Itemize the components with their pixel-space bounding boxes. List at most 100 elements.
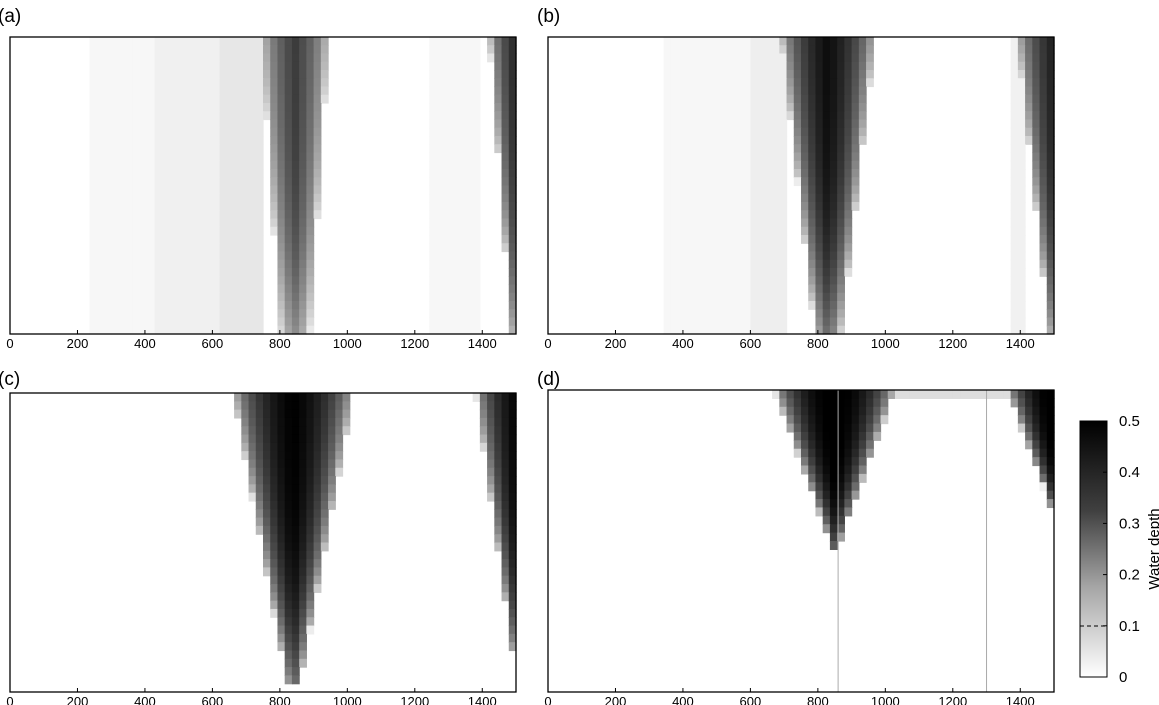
heatmap-cell: [494, 442, 503, 452]
heatmap-cell: [829, 235, 838, 244]
heatmap-cell: [299, 476, 307, 485]
heatmap-cell: [721, 136, 730, 145]
heatmap-cell: [320, 61, 329, 71]
heatmap-cell: [219, 251, 228, 261]
heatmap-cell: [313, 476, 322, 485]
heatmap-cell: [197, 235, 206, 244]
heatmap-cell: [808, 78, 817, 88]
heatmap-cell: [169, 53, 177, 63]
heatmap-cell: [183, 119, 192, 129]
heatmap-cell: [284, 317, 293, 327]
heatmap-cell: [234, 202, 242, 211]
heatmap-cell: [234, 177, 242, 187]
heatmap-cell: [1032, 398, 1041, 408]
heatmap-cell: [248, 426, 257, 436]
heatmap-cell: [458, 70, 466, 79]
heatmap-cell: [284, 259, 293, 269]
heatmap-cell: [299, 111, 307, 121]
heatmap-cell: [183, 301, 192, 310]
heatmap-cell: [284, 185, 293, 195]
heatmap-cell: [678, 259, 686, 269]
heatmap-cell: [851, 465, 860, 475]
heatmap-cell: [757, 111, 766, 121]
heatmap-cell: [685, 251, 694, 261]
heatmap-cell: [443, 78, 452, 88]
heatmap-cell: [111, 94, 120, 104]
heatmap-cell: [255, 78, 264, 88]
heatmap-cell: [487, 434, 495, 444]
heatmap-cell: [226, 226, 235, 236]
heatmap-cell: [147, 169, 156, 178]
heatmap-cell: [89, 317, 98, 327]
heatmap-cell: [306, 218, 315, 228]
heatmap-cell: [851, 111, 860, 121]
heatmap-cell: [721, 45, 730, 55]
heatmap-cell: [140, 119, 148, 129]
heatmap-cell: [844, 423, 853, 433]
heatmap-cell: [241, 53, 250, 63]
heatmap-cell: [663, 37, 672, 46]
heatmap-cell: [118, 94, 127, 104]
heatmap-cell: [472, 86, 481, 96]
heatmap-cell: [458, 268, 466, 277]
heatmap-cell: [226, 218, 235, 228]
heatmap-cell: [436, 268, 445, 277]
heatmap-cell: [721, 144, 730, 154]
heatmap-cell: [125, 268, 134, 277]
heatmap-cell: [205, 53, 213, 63]
heatmap-cell: [103, 61, 112, 71]
heatmap-cell: [1025, 94, 1033, 104]
heatmap-cell: [161, 251, 170, 261]
heatmap-cell: [284, 500, 293, 510]
heatmap-cell: [772, 136, 780, 145]
heatmap-cell: [508, 476, 517, 485]
heatmap-cell: [450, 160, 459, 170]
heatmap-cell: [757, 119, 766, 129]
heatmap-cell: [443, 86, 452, 96]
heatmap-cell: [801, 415, 809, 425]
heatmap-cell: [197, 268, 206, 277]
heatmap-cell: [508, 608, 517, 618]
heatmap-cell: [429, 152, 438, 162]
heatmap-cell: [205, 152, 213, 162]
heatmap-cell: [670, 202, 679, 211]
heatmap-cell: [815, 448, 824, 458]
heatmap-cell: [96, 325, 105, 335]
heatmap-cell: [219, 317, 228, 327]
heatmap-cell: [728, 284, 737, 294]
heatmap-cell: [829, 259, 838, 269]
heatmap-cell: [663, 235, 672, 244]
heatmap-cell: [270, 401, 279, 411]
heatmap-cell: [772, 202, 780, 211]
colorbar-tick-label: 0.1: [1119, 618, 1140, 635]
heatmap-cell: [837, 406, 845, 416]
heatmap-cell: [967, 390, 976, 399]
heatmap-cell: [197, 259, 206, 269]
heatmap-cell: [873, 390, 882, 399]
heatmap-cell: [103, 284, 112, 294]
heatmap-cell: [111, 235, 120, 244]
heatmap-cell: [1039, 457, 1048, 467]
heatmap-cell: [255, 492, 264, 502]
heatmap-cell: [176, 119, 185, 129]
heatmap-cell: [306, 451, 315, 461]
heatmap-cell: [443, 292, 452, 302]
heatmap-cell: [501, 476, 510, 485]
heatmap-cell: [670, 292, 679, 302]
heatmap-cell: [277, 53, 286, 63]
heatmap-cell: [508, 559, 517, 569]
heatmap-cell: [270, 393, 279, 402]
heatmap-cell: [1039, 268, 1048, 277]
heatmap-cell: [1010, 301, 1019, 310]
heatmap-cell: [277, 111, 286, 121]
heatmap-cell: [140, 53, 148, 63]
heatmap-cell: [277, 633, 286, 643]
heatmap-cell: [241, 317, 250, 327]
heatmap-cell: [436, 210, 445, 220]
heatmap-cell: [219, 177, 228, 187]
heatmap-cell: [270, 169, 279, 178]
heatmap-cell: [132, 309, 141, 319]
heatmap-cell: [1046, 499, 1055, 509]
heatmap-cell: [132, 259, 141, 269]
heatmap-cell: [320, 476, 329, 485]
